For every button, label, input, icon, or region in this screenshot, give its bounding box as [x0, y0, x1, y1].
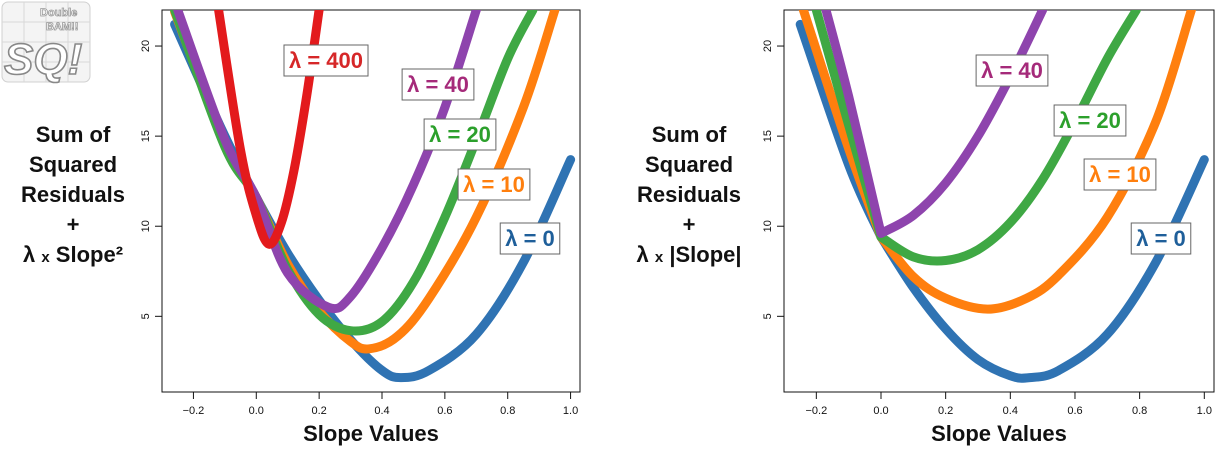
x-tick-label: 0.4 — [374, 405, 389, 417]
statquest-logo: Double BAM!! SQ! — [1, 1, 91, 84]
x-tick-label: −0.2 — [183, 405, 205, 417]
series-label-lambda-20: λ = 20 — [423, 118, 497, 151]
y-label-line: + — [682, 212, 696, 237]
y-label-line: Squared — [644, 152, 734, 177]
series-label-text: λ = 20 — [429, 122, 491, 147]
x-tick-label: 1.0 — [1197, 405, 1212, 417]
y-tick-label: 10 — [140, 220, 152, 232]
y-label-penalty-line: λ x Slope² — [0, 240, 148, 273]
x-tick-label: 0.2 — [311, 405, 326, 417]
y-label-line: Sum of — [35, 122, 111, 147]
x-tick-label: 0.0 — [873, 405, 888, 417]
series-label-box — [1053, 104, 1127, 137]
y-label-times: x — [654, 249, 664, 266]
y-axis-label: Sum of Squared Residuals + λ x |Slope| — [614, 120, 764, 273]
series-label-box — [457, 168, 531, 201]
y-tick-label: 20 — [140, 40, 152, 52]
y-tick-label: 5 — [762, 313, 774, 319]
series-label-text: λ = 0 — [1136, 226, 1186, 251]
series-label-lambda-400: λ = 400 — [283, 44, 369, 77]
x-tick-label: −0.2 — [805, 405, 827, 417]
series-label-lambda-10: λ = 10 — [457, 168, 531, 201]
series-label-lambda-40: λ = 40 — [975, 54, 1049, 87]
y-label-lambda: λ — [636, 242, 649, 267]
series-label-box — [1130, 222, 1192, 255]
series-line-lambda-400 — [214, 10, 324, 249]
series-label-lambda-10: λ = 10 — [1083, 158, 1157, 191]
y-label-line: + — [66, 212, 80, 237]
series-label-box — [401, 68, 475, 101]
x-tick-label: 0.6 — [1067, 405, 1082, 417]
x-axis-label: Slope Values — [931, 421, 1067, 446]
series-label-box — [283, 44, 369, 77]
y-label-line: Residuals — [637, 182, 741, 207]
y-axis-label: Sum of Squared Residuals + λ x Slope² — [0, 120, 148, 273]
logo-text-bam: BAM!! — [46, 21, 78, 33]
series-label-box — [499, 222, 561, 255]
series-label-lambda-20: λ = 20 — [1053, 104, 1127, 137]
series-label-box — [1083, 158, 1157, 191]
series-label-lambda-0: λ = 0 — [499, 222, 561, 255]
y-label-penalty: |Slope| — [669, 242, 742, 267]
logo-text-double: Double — [40, 7, 77, 19]
ridge-panel: Double BAM!! SQ! Sum of Squared Residual… — [0, 1, 581, 446]
y-label-line: Squared — [28, 152, 118, 177]
series-label-text: λ = 0 — [505, 226, 555, 251]
x-axis-label: Slope Values — [303, 421, 439, 446]
logo-text-letters: SQ! — [4, 35, 82, 84]
plot-frame — [783, 9, 1215, 393]
plot-frame — [161, 9, 581, 393]
series-label-text: λ = 40 — [981, 58, 1043, 83]
lasso-panel: Sum of Squared Residuals + λ x |Slope| −… — [614, 0, 1227, 467]
series-label-lambda-0: λ = 0 — [1130, 222, 1192, 255]
series-label-lambda-40: λ = 40 — [401, 68, 475, 101]
x-tick-label: 0.0 — [249, 405, 264, 417]
lasso-chart: −0.2 0.0 0.2 0.4 0.6 0.8 1.0 5 10 15 20 Slope Value… — [762, 9, 1215, 446]
series-label-box — [975, 54, 1049, 87]
series-label-text: λ = 10 — [1089, 162, 1151, 187]
y-label-penalty: Slope² — [55, 242, 124, 267]
y-tick-label: 15 — [140, 130, 152, 142]
y-label-lambda: λ — [22, 242, 36, 267]
series-label-text: λ = 10 — [463, 172, 525, 197]
y-label-line: Residuals — [21, 182, 125, 207]
y-tick-label: 20 — [762, 40, 774, 52]
y-tick-label: 5 — [140, 313, 152, 319]
x-tick-label: 0.8 — [1132, 405, 1147, 417]
x-tick-label: 0.8 — [500, 405, 515, 417]
series-label-box — [423, 118, 497, 151]
x-tick-label: 1.0 — [563, 405, 578, 417]
ridge-chart: −0.2 0.0 0.2 0.4 0.6 0.8 1.0 5 10 15 20 Slope Value… — [140, 9, 581, 446]
series-label-text: λ = 40 — [407, 72, 469, 97]
y-label-line: Sum of — [651, 122, 727, 147]
y-label-times: x — [41, 249, 50, 266]
x-tick-label: 0.6 — [437, 405, 452, 417]
x-tick-label: 0.2 — [938, 405, 953, 417]
series-label-text: λ = 20 — [1059, 108, 1121, 133]
y-tick-label: 15 — [762, 130, 774, 142]
y-tick-label: 10 — [762, 220, 774, 232]
series-label-text: λ = 400 — [289, 48, 363, 73]
x-tick-label: 0.4 — [1003, 405, 1018, 417]
y-label-penalty-line: λ x |Slope| — [614, 240, 764, 273]
